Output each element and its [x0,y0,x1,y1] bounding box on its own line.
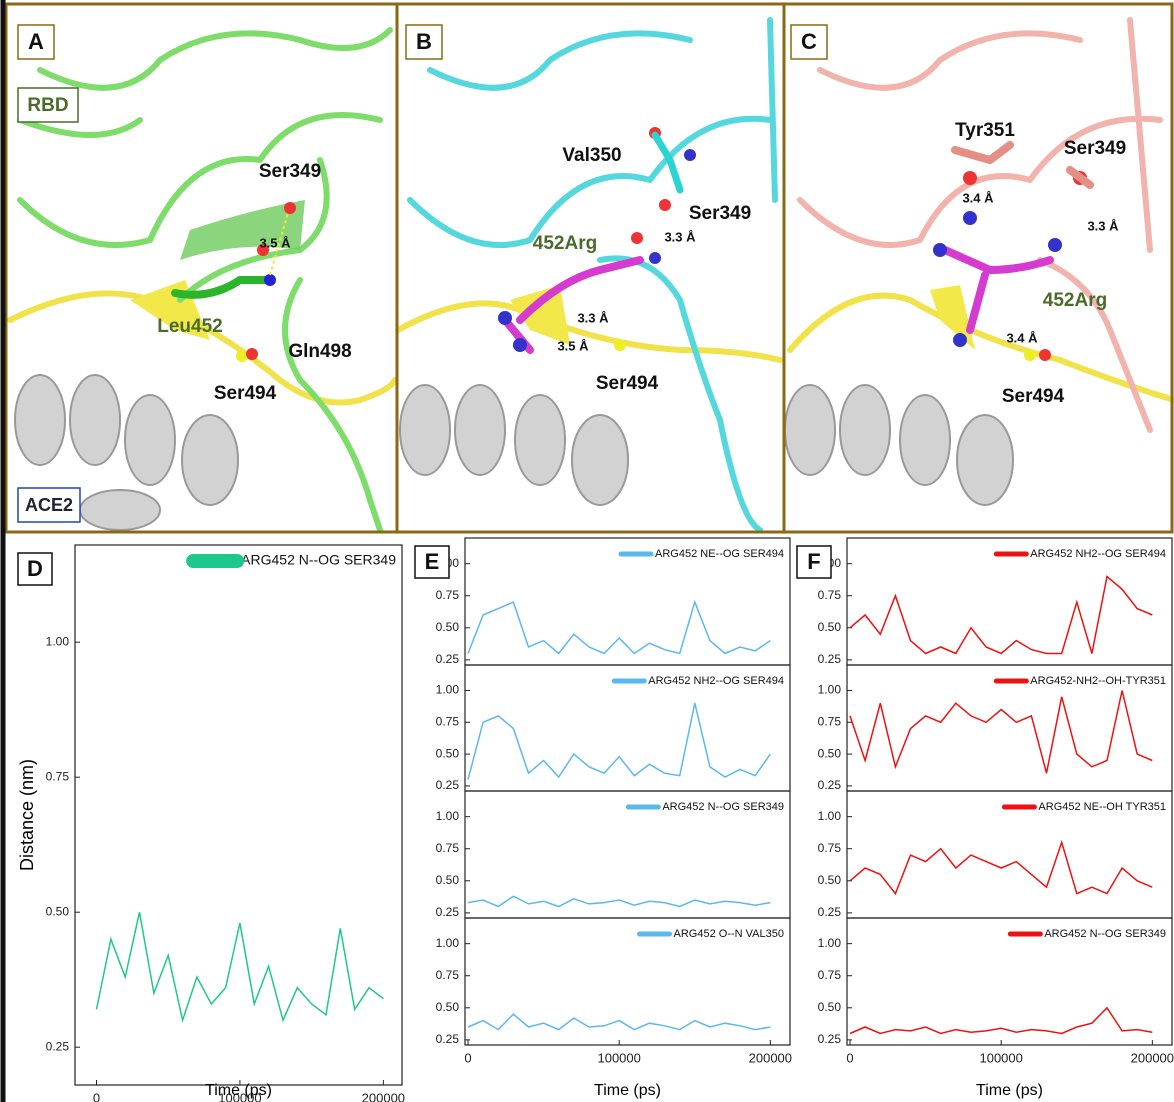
y-tick-label: 0.25 [818,778,842,792]
y-tick-label: 1.00 [436,683,460,697]
y-tick-label: 0.50 [818,873,842,887]
y-tick-label: 0.75 [818,841,842,855]
y-tick-label: 0.50 [818,746,842,760]
y-tick-label: 0.50 [436,620,460,634]
residue-label: Ser349 [689,203,751,224]
residue-label: Ser494 [596,373,659,394]
panel-letter: C [801,29,817,54]
y-tick-label: 0.25 [436,778,460,792]
panel-letter: E [425,549,440,574]
x-tick-label: 0 [464,1050,471,1065]
x-axis-label: Time (ps) [594,1082,661,1099]
residue-label: Val350 [562,145,621,166]
y-tick-label: 1.00 [436,809,460,823]
rbd-label: RBD [27,95,68,116]
y-tick-label: 0.50 [436,746,460,760]
y-tick-label: 0.50 [46,904,70,918]
y-tick-label: 0.75 [436,968,460,982]
y-tick-label: 0.75 [818,714,842,728]
legend-label: ARG452 N--OG SER349 [1044,928,1166,940]
y-tick-label: 1.00 [46,634,70,648]
legend-label: ARG452 NE--OG SER494 [655,548,784,560]
residue-label: Leu452 [157,316,222,337]
y-tick-label: 0.25 [46,1039,70,1053]
legend-label: ARG452 N--OG SER349 [662,801,784,813]
legend-label: ARG452 NH2--OG SER494 [648,675,784,687]
x-axis-label: Time (ps) [976,1082,1043,1099]
y-tick-label: 0.25 [818,905,842,919]
residue-label: Ser349 [1064,138,1126,159]
y-tick-label: 0.75 [818,588,842,602]
y-tick-label: 1.00 [818,809,842,823]
residue-label: Ser349 [259,161,321,182]
legend-label: ARG452 N--OG SER349 [241,552,396,568]
panel-letter: F [807,549,820,574]
x-tick-label: 200000 [1131,1050,1174,1065]
ace2-label: ACE2 [25,495,73,515]
x-tick-label: 0 [846,1050,853,1065]
y-tick-label: 0.75 [436,588,460,602]
y-tick-label: 1.00 [818,683,842,697]
x-tick-label: 0 [93,1090,100,1102]
distance-label: 3.3 Å [577,310,609,325]
y-tick-label: 0.25 [436,905,460,919]
distance-label: 3.5 Å [557,338,589,353]
y-tick-label: 0.75 [818,968,842,982]
y-tick-label: 0.50 [436,1000,460,1014]
residue-label: Gln498 [288,341,351,362]
legend-label: ARG452 NH2--OG SER494 [1030,548,1166,560]
residue-label: 452Arg [533,233,597,254]
distance-label: 3.4 Å [962,190,994,205]
residue-label: Tyr351 [955,120,1015,141]
x-tick-label: 100000 [597,1050,640,1065]
y-tick-label: 1.00 [818,936,842,950]
y-tick-label: 0.25 [818,1032,842,1046]
distance-label: 3.4 Å [1006,330,1038,345]
x-tick-label: 100000 [979,1050,1022,1065]
y-tick-label: 0.75 [46,769,70,783]
panel-letter: A [28,29,44,54]
legend-label: ARG452 NE--OH TYR351 [1038,801,1166,813]
distance-label: 3.3 Å [664,229,696,244]
y-tick-label: 0.50 [818,620,842,634]
x-tick-label: 200000 [749,1050,792,1065]
panel-letter: D [27,556,43,581]
x-axis-label: Time (ps) [205,1082,272,1099]
y-tick-label: 0.25 [436,1032,460,1046]
y-tick-label: 0.25 [436,652,460,666]
y-tick-label: 1.00 [436,936,460,950]
residue-label: 452Arg [1043,290,1107,311]
y-axis-label: Distance (nm) [17,759,37,871]
legend-label: ARG452-NH2--OH-TYR351 [1030,675,1166,687]
legend-label: ARG452 O--N VAL350 [674,928,784,940]
x-tick-label: 200000 [362,1090,405,1102]
y-tick-label: 0.50 [436,873,460,887]
distance-label: 3.3 Å [1087,218,1119,233]
residue-label: Ser494 [214,383,277,404]
distance-label: 3.5 Å [259,235,291,250]
y-tick-label: 0.50 [818,1000,842,1014]
y-tick-label: 0.75 [436,714,460,728]
figure: A B C RBD Ser349 3.5 Å Leu452 Gln498 Ser… [0,0,1174,1102]
y-tick-label: 0.75 [436,841,460,855]
y-tick-label: 0.25 [818,652,842,666]
residue-label: Ser494 [1002,386,1065,407]
panel-letter: B [416,29,432,54]
